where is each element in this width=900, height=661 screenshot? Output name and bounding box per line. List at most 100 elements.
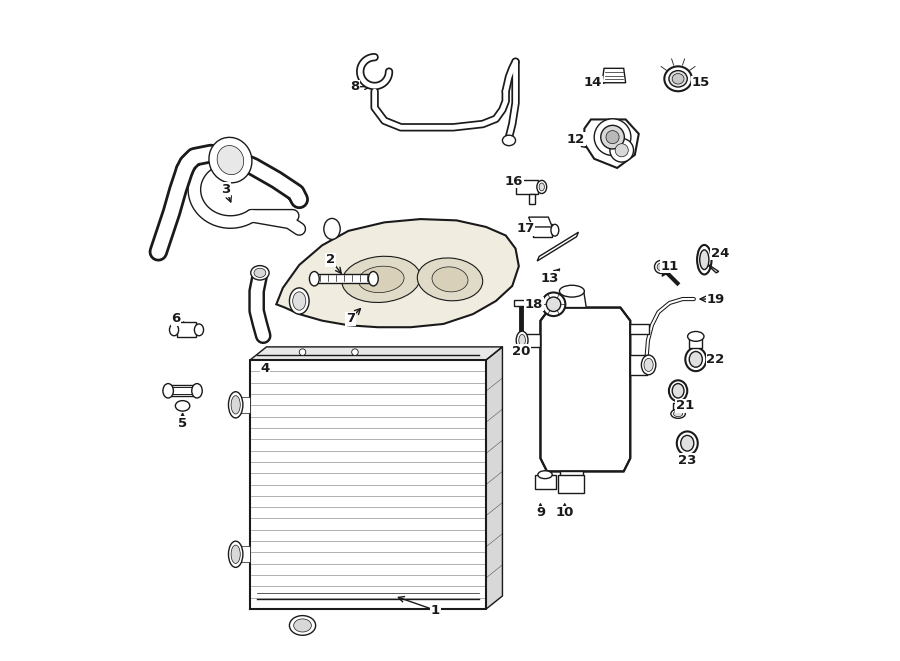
Ellipse shape [229, 541, 243, 567]
Polygon shape [524, 334, 541, 347]
Ellipse shape [517, 331, 528, 350]
Ellipse shape [163, 383, 174, 398]
Ellipse shape [251, 266, 269, 280]
Polygon shape [528, 217, 553, 227]
Polygon shape [486, 347, 502, 609]
Ellipse shape [310, 272, 320, 286]
Ellipse shape [176, 401, 190, 411]
Ellipse shape [685, 348, 706, 371]
Ellipse shape [669, 380, 688, 401]
Polygon shape [557, 292, 586, 307]
Ellipse shape [560, 286, 584, 297]
Polygon shape [514, 299, 527, 306]
Polygon shape [630, 355, 646, 375]
Ellipse shape [231, 396, 240, 414]
Text: 10: 10 [555, 506, 574, 519]
Circle shape [610, 138, 634, 162]
Polygon shape [250, 360, 486, 609]
Circle shape [606, 131, 619, 143]
Ellipse shape [209, 137, 252, 183]
Ellipse shape [669, 71, 688, 87]
Text: 21: 21 [676, 399, 694, 412]
Ellipse shape [670, 409, 685, 418]
Circle shape [657, 263, 665, 271]
Ellipse shape [539, 183, 544, 191]
Ellipse shape [169, 324, 178, 336]
Text: 13: 13 [540, 272, 559, 285]
Text: 14: 14 [584, 76, 602, 89]
Ellipse shape [551, 224, 559, 236]
Ellipse shape [418, 258, 482, 301]
Ellipse shape [358, 266, 404, 293]
Ellipse shape [672, 73, 684, 84]
Circle shape [299, 349, 306, 356]
Text: 7: 7 [346, 312, 355, 325]
Polygon shape [171, 385, 194, 396]
Text: 22: 22 [706, 354, 724, 366]
Ellipse shape [536, 180, 546, 194]
Polygon shape [533, 223, 553, 237]
Polygon shape [535, 475, 555, 489]
Text: 2: 2 [326, 253, 336, 266]
Polygon shape [689, 338, 702, 348]
Text: 8: 8 [350, 80, 360, 93]
Polygon shape [314, 274, 374, 283]
Circle shape [352, 349, 358, 356]
Polygon shape [176, 322, 196, 337]
Polygon shape [630, 324, 649, 334]
Ellipse shape [688, 331, 704, 341]
Ellipse shape [698, 245, 712, 274]
Text: 5: 5 [178, 417, 187, 430]
Ellipse shape [368, 272, 378, 286]
Text: 16: 16 [505, 175, 524, 188]
Ellipse shape [642, 355, 656, 375]
Text: 20: 20 [511, 345, 530, 358]
Text: 17: 17 [517, 222, 535, 235]
Circle shape [546, 297, 561, 311]
Ellipse shape [677, 432, 698, 455]
Ellipse shape [293, 619, 311, 632]
Ellipse shape [290, 615, 316, 635]
Polygon shape [584, 120, 639, 168]
Polygon shape [558, 475, 584, 493]
Circle shape [542, 292, 565, 316]
Polygon shape [516, 180, 538, 194]
Ellipse shape [664, 66, 692, 91]
Ellipse shape [644, 358, 653, 371]
Ellipse shape [680, 436, 694, 451]
Text: 23: 23 [678, 454, 697, 467]
Ellipse shape [342, 256, 420, 303]
Polygon shape [673, 403, 683, 412]
Ellipse shape [292, 292, 306, 310]
Ellipse shape [502, 136, 516, 145]
Text: 9: 9 [536, 506, 545, 519]
Ellipse shape [229, 392, 243, 418]
Text: 11: 11 [661, 260, 679, 273]
Polygon shape [232, 397, 250, 412]
Polygon shape [701, 260, 719, 273]
Polygon shape [560, 471, 583, 488]
Ellipse shape [324, 218, 340, 239]
Text: 12: 12 [567, 133, 585, 145]
Circle shape [616, 143, 628, 157]
Polygon shape [541, 307, 630, 471]
Polygon shape [528, 194, 536, 204]
Ellipse shape [672, 383, 684, 398]
Polygon shape [166, 387, 199, 394]
Ellipse shape [432, 267, 468, 292]
Ellipse shape [192, 383, 202, 398]
Ellipse shape [217, 145, 244, 175]
Polygon shape [602, 68, 626, 83]
Circle shape [594, 119, 631, 155]
Polygon shape [232, 547, 250, 562]
Ellipse shape [194, 324, 203, 336]
Text: 18: 18 [525, 298, 543, 311]
Text: 4: 4 [260, 362, 270, 375]
Ellipse shape [673, 410, 683, 416]
Text: 3: 3 [221, 183, 230, 196]
Text: 19: 19 [706, 293, 724, 305]
Text: 24: 24 [711, 247, 729, 260]
Text: 1: 1 [431, 604, 440, 617]
Ellipse shape [689, 352, 702, 368]
Ellipse shape [290, 288, 309, 314]
